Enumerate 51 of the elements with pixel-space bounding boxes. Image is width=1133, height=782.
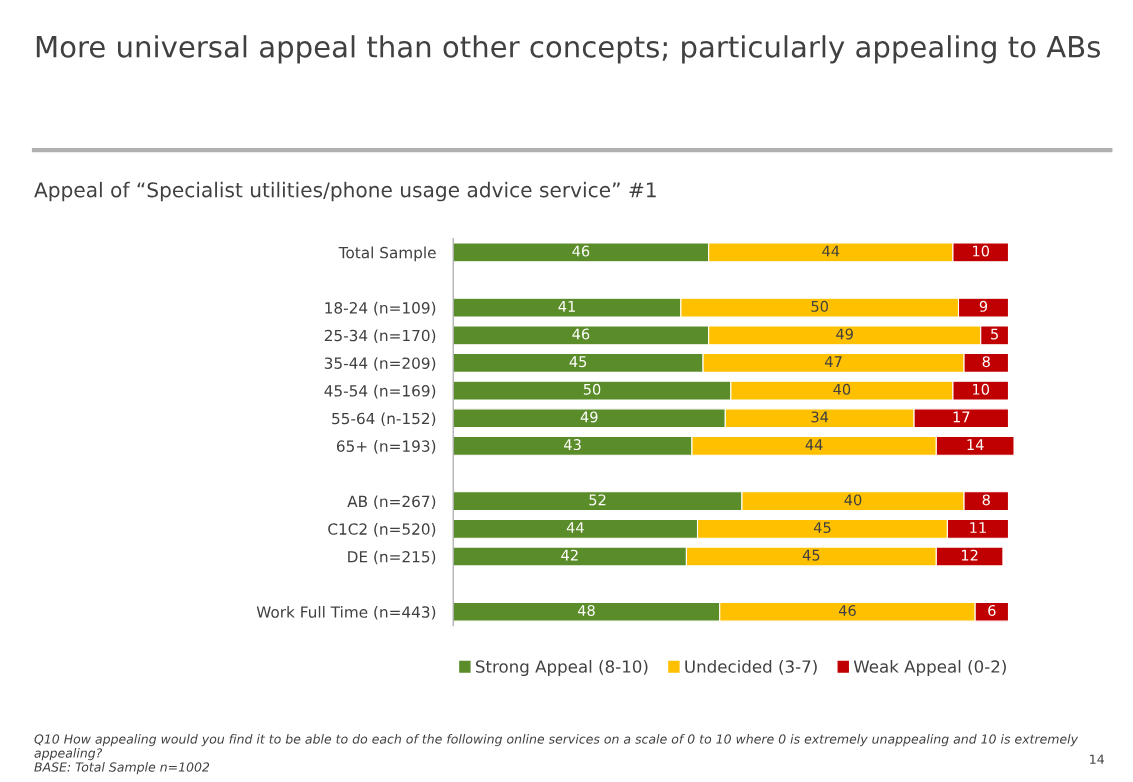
chart-title: More universal appeal than other concepts; particularly appealing to ABs: [36, 35, 1100, 64]
data-label: 44: [566, 522, 584, 533]
data-label: 6: [988, 604, 996, 617]
y-tick-label: AB (n=267): [347, 495, 436, 509]
data-label: 12: [961, 549, 978, 561]
text: Q10 How appealing would you find it to be able to do each of the following online services on a scale of 0 to 10 where 0 is extremely unappealing and 10 is extremely appealing? BASE: Total Sample n=1002: [34, 734, 1079, 775]
data-label: 45: [802, 549, 820, 561]
data-label: 10: [973, 245, 990, 257]
y-tick-label: C1C2 (n=520): [328, 523, 436, 537]
data-label: 42: [561, 549, 578, 561]
y-tick-label: 45-54 (n=169): [324, 384, 436, 399]
y-tick-label: DE (n=215): [348, 550, 436, 565]
data-label: 44: [822, 245, 840, 257]
data-label: 46: [838, 604, 856, 617]
data-label: 11: [970, 522, 986, 533]
data-label: 45: [569, 356, 587, 368]
text: 14: [1090, 754, 1104, 764]
data-label: 8: [982, 494, 990, 506]
data-label: 45: [813, 522, 831, 534]
data-label: 50: [583, 383, 601, 395]
legend-label: Undecided (3-7): [685, 659, 817, 675]
chart-subtitle: Appeal of “Specialist utilities/phone usage advice service” #1: [34, 181, 656, 202]
data-label: 5: [991, 328, 998, 340]
y-tick-label: Work Full Time (n=443): [256, 605, 436, 620]
data-label: 49: [580, 411, 598, 423]
data-label: 46: [572, 245, 590, 257]
data-label: 44: [805, 439, 823, 450]
y-tick-label: Total Sample: [338, 246, 436, 262]
data-label: 8: [982, 356, 990, 368]
legend-label: Weak Appeal (0-2): [853, 659, 1006, 677]
data-label: 40: [833, 383, 851, 395]
data-label: 41: [558, 301, 575, 312]
y-tick-label: 65+ (n=193): [336, 440, 436, 454]
data-label: 40: [844, 494, 862, 506]
data-label: 46: [572, 328, 590, 340]
data-label: 10: [973, 383, 990, 395]
data-label: 43: [564, 439, 581, 451]
data-label: 50: [811, 300, 828, 312]
data-label: 9: [979, 300, 988, 312]
legend-label: Strong Appeal (8-10): [475, 659, 648, 677]
data-label: 52: [589, 494, 606, 506]
y-tick-label: 55-64 (n-152): [332, 412, 436, 427]
data-label: 17: [953, 411, 970, 423]
data-label: 14: [967, 439, 984, 450]
data-label: 34: [811, 411, 829, 423]
data-label: 47: [825, 356, 842, 367]
y-tick-label: 18-24 (n=109): [325, 301, 436, 316]
data-label: 49: [836, 328, 853, 340]
y-tick-label: 25-34 (n=170): [324, 329, 436, 344]
y-tick-label: 35-44 (n=209): [324, 357, 436, 371]
data-label: 48: [577, 604, 595, 617]
